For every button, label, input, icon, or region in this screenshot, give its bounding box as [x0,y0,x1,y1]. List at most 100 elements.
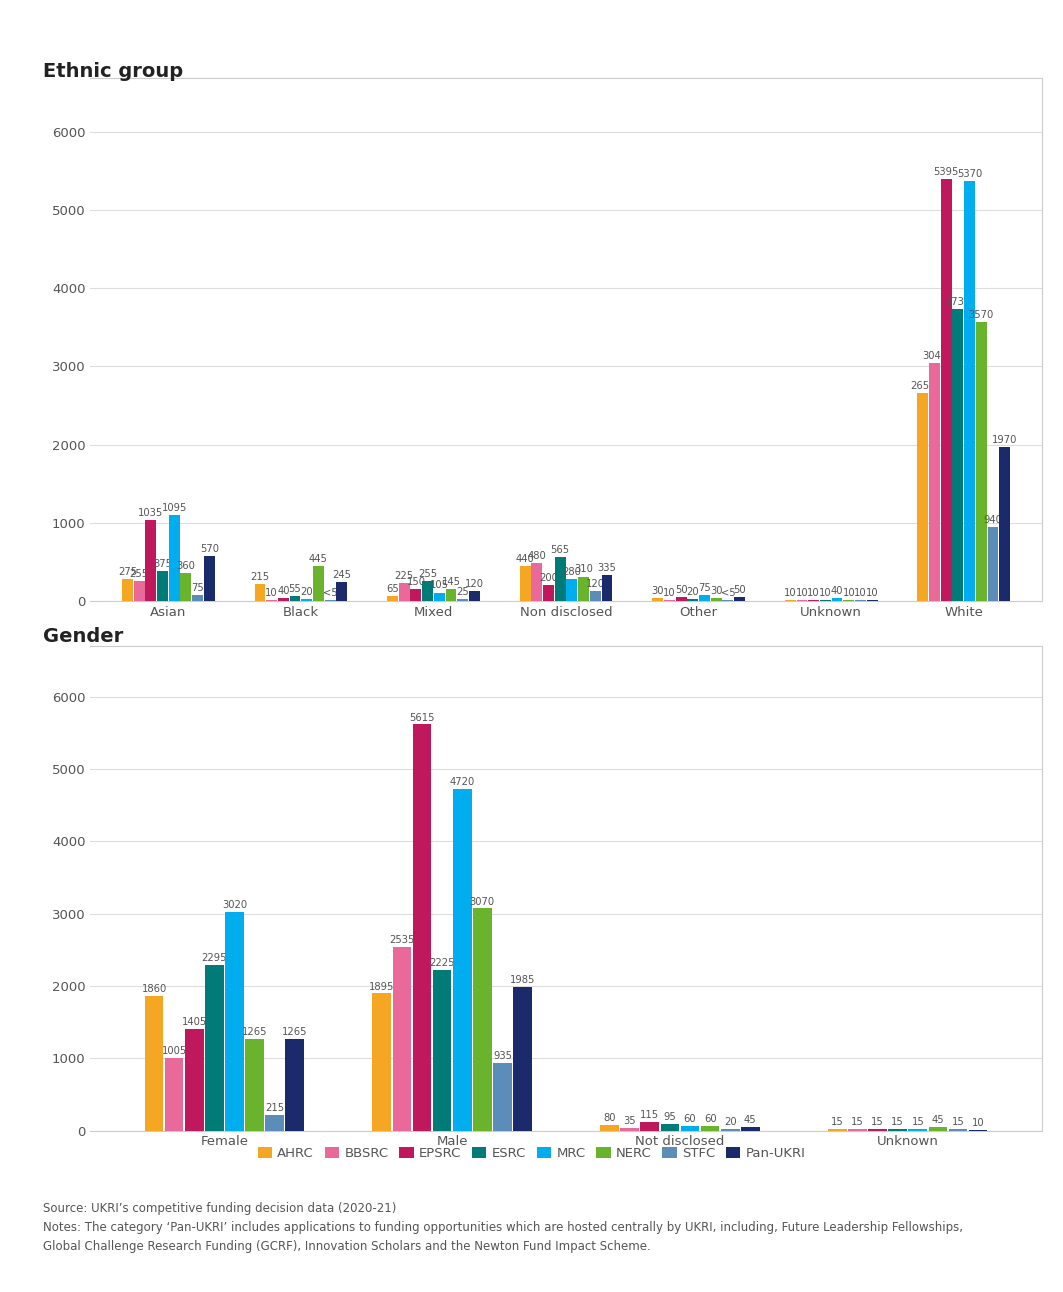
Text: 60: 60 [704,1114,716,1124]
Text: 310: 310 [574,565,593,575]
Bar [964,181,975,601]
Text: 75: 75 [698,583,711,593]
Bar [602,575,612,601]
Bar [952,309,963,601]
Text: 120: 120 [586,579,605,589]
Text: 40: 40 [277,585,289,596]
Text: 3020: 3020 [222,901,247,910]
Bar [134,581,145,601]
Bar [831,598,843,601]
Text: 120: 120 [465,579,484,589]
Bar [721,1129,740,1130]
Bar [336,581,348,601]
Text: Source: UKRI’s competitive funding decision data (2020-21): Source: UKRI’s competitive funding decis… [43,1202,395,1214]
Bar [469,592,479,601]
Text: 20: 20 [724,1118,737,1127]
Text: 25: 25 [456,587,469,597]
Text: 95: 95 [663,1111,676,1121]
Bar [493,1063,511,1130]
Text: 150: 150 [406,578,425,587]
Text: 15: 15 [851,1118,864,1128]
Text: 280: 280 [562,567,581,576]
Legend: AHRC, BBSRC, EPSRC, ESRC, MRC, NERC, STFC, Pan-UKRI: AHRC, BBSRC, EPSRC, ESRC, MRC, NERC, STF… [252,1142,811,1165]
Text: 50: 50 [675,585,688,594]
Bar [422,581,433,601]
Bar [473,908,492,1130]
Text: 10: 10 [783,588,796,598]
Text: <5: <5 [323,588,337,598]
Bar [543,585,554,601]
Text: 1405: 1405 [182,1017,207,1027]
Text: 245: 245 [333,570,352,580]
Text: 10: 10 [866,588,878,598]
Text: 5615: 5615 [409,712,435,722]
Bar [513,987,532,1130]
Bar [578,576,589,601]
Text: 445: 445 [309,554,327,563]
Text: 1985: 1985 [510,975,535,985]
Bar [301,599,313,601]
Bar [457,598,468,601]
Text: 5395: 5395 [933,168,959,177]
Bar [387,596,398,601]
Text: Ethnic group: Ethnic group [43,62,183,81]
Text: 360: 360 [176,561,196,571]
Bar [917,394,928,601]
Bar [146,519,156,601]
Text: 10: 10 [972,1118,984,1128]
Bar [741,1127,760,1130]
Text: 45: 45 [744,1115,757,1125]
Text: 10: 10 [819,588,831,598]
Text: Notes: The category ‘Pan-UKRI’ includes applications to funding opportunities wh: Notes: The category ‘Pan-UKRI’ includes … [43,1221,962,1234]
Bar [410,589,421,601]
Bar [555,557,566,601]
Bar [976,322,986,601]
Bar [660,1124,679,1130]
Text: <5: <5 [721,588,736,598]
Text: 15: 15 [911,1118,924,1128]
Text: 20: 20 [687,587,699,597]
Bar [601,1125,619,1130]
Text: 15: 15 [872,1118,884,1128]
Bar [453,789,472,1130]
Text: 1895: 1895 [369,982,394,991]
Text: 215: 215 [265,1103,284,1112]
Bar [185,1028,203,1130]
Bar [165,1058,184,1130]
Text: 215: 215 [251,572,270,581]
Text: 10: 10 [663,588,676,598]
Bar [266,1115,284,1130]
Bar [399,583,409,601]
Text: 20: 20 [301,587,314,597]
Text: 3070: 3070 [470,897,495,907]
Bar [434,593,444,601]
Bar [205,965,223,1130]
Bar [688,599,698,601]
Bar [289,597,301,601]
Text: Global Challenge Research Funding (GCRF), Innovation Scholars and the Newton Fun: Global Challenge Research Funding (GCRF)… [43,1240,651,1253]
Text: 2535: 2535 [389,935,415,946]
Bar [735,597,745,601]
Text: 335: 335 [597,562,617,572]
Bar [254,584,266,601]
Text: 255: 255 [130,568,149,579]
Bar [699,594,710,601]
Text: 145: 145 [441,578,460,588]
Text: 570: 570 [200,544,219,554]
Bar [204,557,215,601]
Bar [157,571,168,601]
Text: 225: 225 [394,571,414,581]
Bar [929,1127,947,1130]
Text: 3735: 3735 [945,297,971,307]
Text: 50: 50 [733,585,746,594]
Bar [590,592,601,601]
Bar [122,579,133,601]
Text: 65: 65 [386,584,399,593]
Text: 4720: 4720 [450,778,475,787]
Text: 55: 55 [289,584,302,594]
Bar [181,572,191,601]
Bar [285,1039,304,1130]
Bar [372,994,391,1130]
Text: 935: 935 [493,1050,512,1061]
Text: 60: 60 [684,1114,696,1124]
